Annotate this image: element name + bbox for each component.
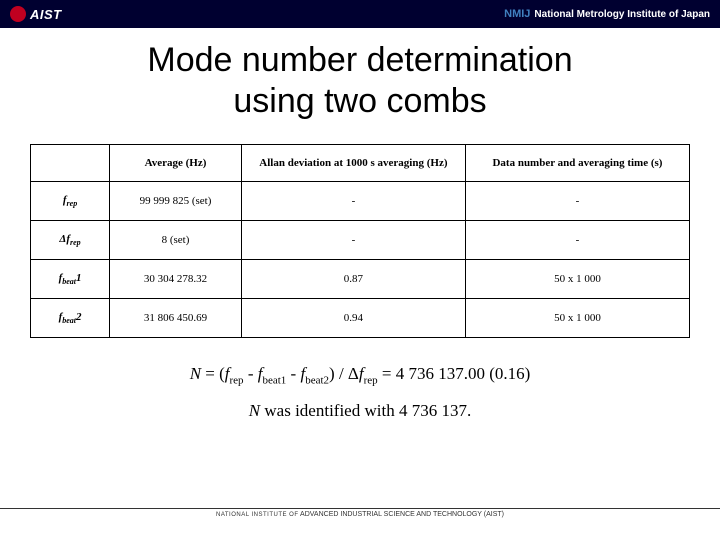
formula-line: N = (frep - fbeat1 - fbeat2) / Δfrep = 4…: [0, 364, 720, 386]
row-label: fbeat2: [31, 299, 110, 338]
aist-logo-icon: [10, 6, 26, 22]
row-label: fbeat1: [31, 259, 110, 298]
banner-right: NMIJ National Metrology Institute of Jap…: [504, 8, 710, 20]
data-table-wrap: Average (Hz) Allan deviation at 1000 s a…: [30, 144, 690, 339]
table-cell: -: [241, 220, 465, 259]
row-label: Δfrep: [31, 220, 110, 259]
aist-text: AIST: [30, 7, 62, 22]
table-cell: 8 (set): [110, 220, 242, 259]
col-header-0: [31, 144, 110, 181]
table-header-row: Average (Hz) Allan deviation at 1000 s a…: [31, 144, 690, 181]
title-line-1: Mode number determination: [0, 40, 720, 81]
table-row: frep99 999 825 (set)--: [31, 181, 690, 220]
table-cell: 31 806 450.69: [110, 299, 242, 338]
table-cell: 50 x 1 000: [465, 299, 689, 338]
footer: NATIONAL INSTITUTE OF ADVANCED INDUSTRIA…: [0, 508, 720, 518]
table-cell: -: [241, 181, 465, 220]
nmij-text: National Metrology Institute of Japan: [534, 9, 710, 20]
col-header-2: Allan deviation at 1000 s averaging (Hz): [241, 144, 465, 181]
data-table: Average (Hz) Allan deviation at 1000 s a…: [30, 144, 690, 339]
conclusion-line: N was identified with 4 736 137.: [0, 401, 720, 421]
table-cell: 50 x 1 000: [465, 259, 689, 298]
col-header-1: Average (Hz): [110, 144, 242, 181]
table-cell: -: [465, 220, 689, 259]
top-banner: AIST NMIJ National Metrology Institute o…: [0, 0, 720, 28]
table-row: fbeat130 304 278.320.8750 x 1 000: [31, 259, 690, 298]
table-row: Δfrep8 (set)--: [31, 220, 690, 259]
table-cell: -: [465, 181, 689, 220]
title-line-2: using two combs: [0, 81, 720, 122]
table-row: fbeat231 806 450.690.9450 x 1 000: [31, 299, 690, 338]
table-cell: 0.94: [241, 299, 465, 338]
row-label: frep: [31, 181, 110, 220]
slide-title: Mode number determination using two comb…: [0, 40, 720, 122]
banner-left: AIST: [10, 6, 62, 22]
table-cell: 99 999 825 (set): [110, 181, 242, 220]
nmij-logo-icon: NMIJ: [504, 8, 530, 20]
table-cell: 30 304 278.32: [110, 259, 242, 298]
table-cell: 0.87: [241, 259, 465, 298]
col-header-3: Data number and averaging time (s): [465, 144, 689, 181]
